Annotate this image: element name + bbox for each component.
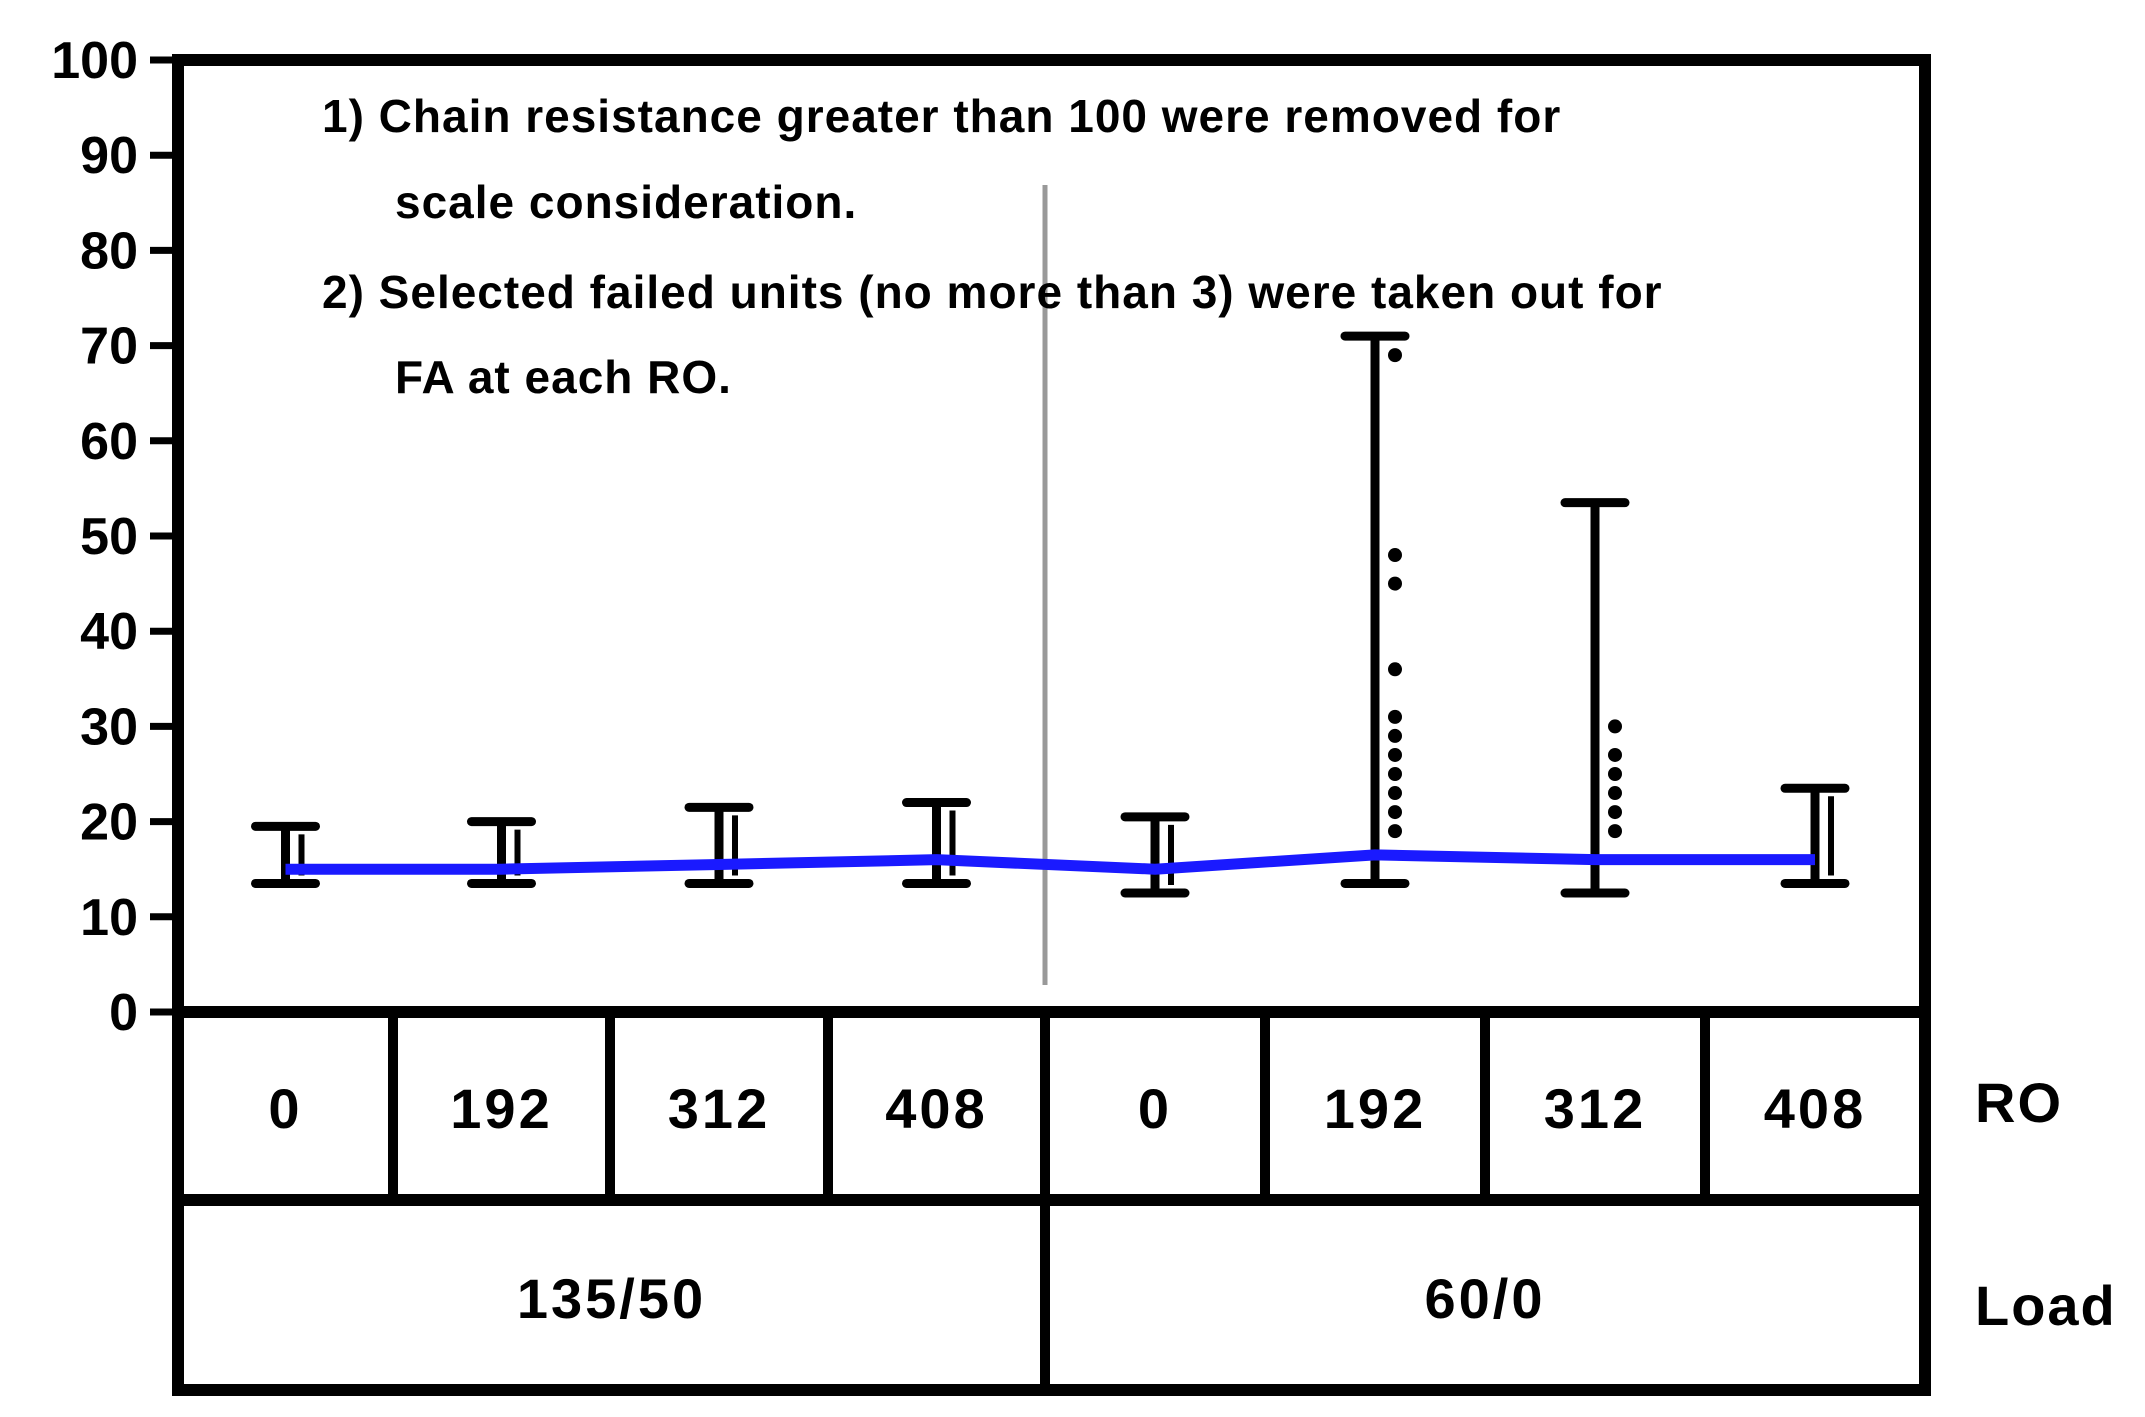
data-point bbox=[1608, 786, 1622, 801]
y-tick-label: 80 bbox=[80, 222, 138, 280]
range-bar bbox=[1340, 331, 1410, 888]
y-axis: 0 10 20 30 40 50 60 70 80 90 100 bbox=[51, 32, 178, 1042]
ro-cell-label: 408 bbox=[1764, 1077, 1866, 1140]
data-point bbox=[1608, 805, 1622, 820]
y-tick-label: 40 bbox=[80, 603, 138, 661]
load-cell-label: 135/50 bbox=[517, 1267, 706, 1330]
data-point bbox=[1608, 767, 1622, 781]
y-tick-label: 50 bbox=[80, 508, 138, 566]
ro-cell-label: 0 bbox=[1138, 1077, 1172, 1140]
y-tick-label: 70 bbox=[80, 318, 138, 376]
range-bar bbox=[1120, 812, 1190, 898]
data-point bbox=[1388, 709, 1402, 724]
data-point bbox=[1388, 576, 1402, 591]
note-line: FA at each RO. bbox=[395, 351, 732, 403]
range-bar bbox=[1780, 783, 1850, 888]
ro-cell-label: 0 bbox=[268, 1077, 302, 1140]
data-point bbox=[1388, 747, 1402, 762]
y-tick-label: 20 bbox=[80, 794, 138, 852]
y-tick-label: 100 bbox=[51, 32, 138, 90]
range-bar bbox=[902, 798, 971, 888]
y-tick-label: 30 bbox=[80, 698, 138, 756]
y-tick-label: 90 bbox=[80, 127, 138, 185]
y-tick-label: 10 bbox=[80, 889, 138, 947]
data-point bbox=[1608, 747, 1622, 762]
range-bar bbox=[1560, 498, 1630, 898]
ro-cell-label: 312 bbox=[1544, 1077, 1646, 1140]
data-point bbox=[1608, 824, 1622, 839]
data-point bbox=[1388, 767, 1402, 781]
ro-cell-label: 192 bbox=[1324, 1077, 1426, 1140]
mean-line bbox=[285, 849, 1815, 875]
range-bar bbox=[684, 802, 754, 888]
note-line: scale consideration. bbox=[395, 176, 857, 228]
notes: 1) Chain resistance greater than 100 wer… bbox=[322, 90, 1663, 403]
y-tick-label: 0 bbox=[109, 984, 138, 1042]
note-line: 2) Selected failed units (no more than 3… bbox=[322, 266, 1663, 318]
mean-polyline bbox=[285, 849, 1815, 875]
range-bars bbox=[251, 331, 1850, 898]
note-line: 1) Chain resistance greater than 100 wer… bbox=[322, 90, 1561, 142]
data-point bbox=[1388, 348, 1402, 363]
data-point bbox=[1388, 662, 1402, 677]
data-point bbox=[1388, 548, 1402, 563]
load-row-label: Load bbox=[1975, 1274, 2117, 1337]
data-point bbox=[1608, 719, 1622, 734]
ro-row-label: RO bbox=[1975, 1071, 2063, 1134]
data-point bbox=[1388, 824, 1402, 839]
data-point bbox=[1388, 805, 1402, 820]
data-point bbox=[1388, 728, 1402, 743]
data-point bbox=[1388, 786, 1402, 801]
range-bar bbox=[251, 821, 320, 888]
factor-table: 0 192 312 408 0 192 312 408 135/50 60/0 RO Load bbox=[172, 1006, 2117, 1396]
y-tick-label: 60 bbox=[80, 413, 138, 471]
ro-cell-label: 192 bbox=[450, 1077, 552, 1140]
ro-cell-label: 312 bbox=[668, 1077, 770, 1140]
ro-cell-label: 408 bbox=[885, 1077, 987, 1140]
load-cell-label: 60/0 bbox=[1425, 1267, 1546, 1330]
